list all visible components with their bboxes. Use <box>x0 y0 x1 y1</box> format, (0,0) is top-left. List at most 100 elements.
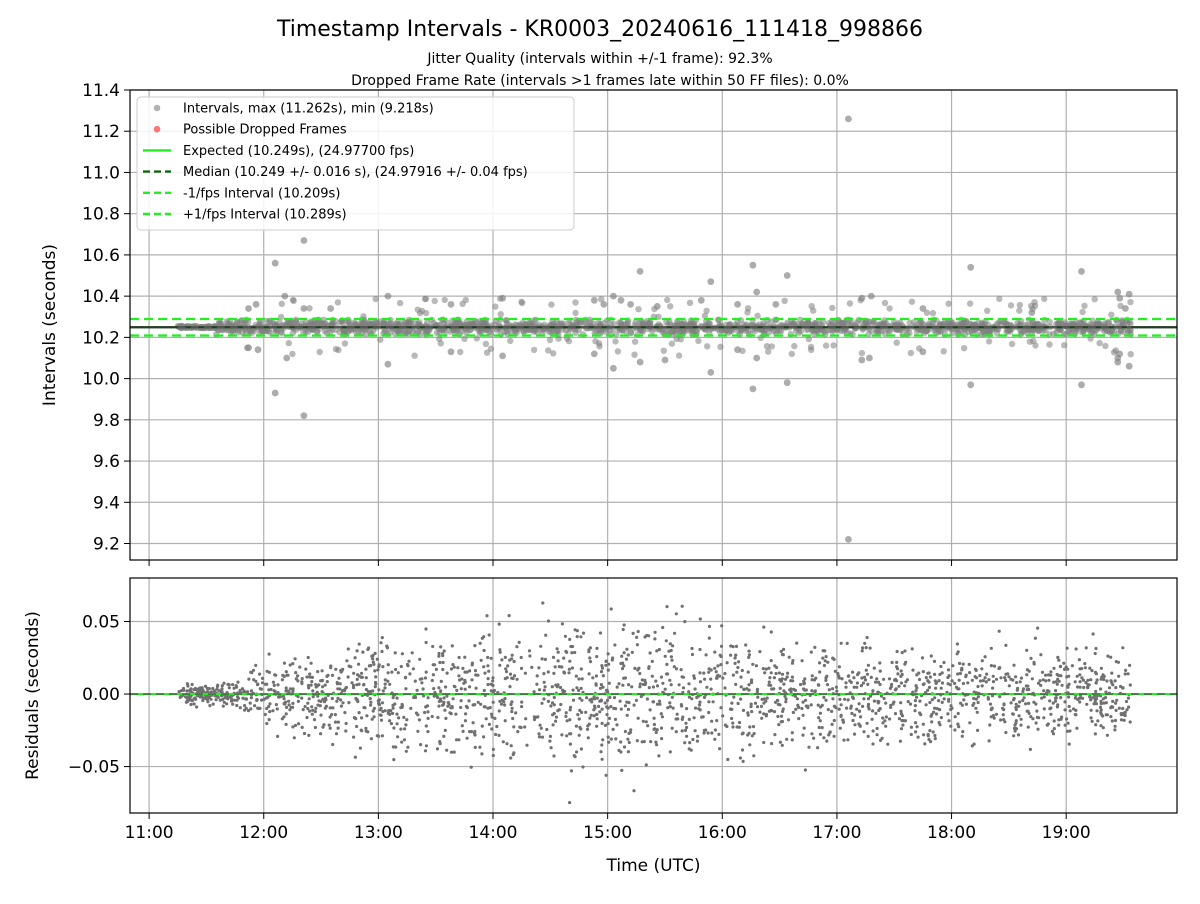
residual-point <box>914 689 918 693</box>
residual-point <box>600 743 604 747</box>
residual-point <box>922 733 926 737</box>
residual-point <box>312 718 317 722</box>
residual-point <box>933 733 937 738</box>
residual-point <box>373 651 377 656</box>
residual-point <box>371 657 375 661</box>
residual-point <box>864 646 868 650</box>
residual-point <box>707 636 711 640</box>
residual-point <box>774 671 778 676</box>
interval-point <box>985 338 993 345</box>
residual-point <box>606 735 610 739</box>
residual-point <box>543 657 548 662</box>
residual-point <box>361 650 365 654</box>
residual-point <box>439 679 443 684</box>
residual-point <box>601 674 605 678</box>
residual-point <box>189 702 193 707</box>
residual-point <box>897 717 902 721</box>
interval-outlier-point <box>967 381 975 389</box>
residual-point <box>839 713 843 717</box>
residual-point <box>752 732 756 736</box>
interval-point <box>440 320 448 327</box>
residual-point <box>888 717 892 721</box>
residual-point <box>731 721 735 725</box>
residual-point <box>604 663 608 667</box>
residual-point <box>364 687 368 692</box>
residual-point <box>357 642 361 646</box>
residual-point <box>307 697 311 701</box>
residual-point <box>783 694 787 699</box>
residual-point <box>530 665 534 670</box>
residual-point <box>472 731 477 735</box>
residual-point <box>691 737 695 742</box>
interval-point <box>473 335 480 342</box>
residual-point <box>866 734 870 739</box>
residual-point <box>858 724 862 728</box>
residual-point <box>932 710 936 714</box>
residual-point <box>899 669 903 673</box>
residual-point <box>801 700 805 704</box>
residual-point <box>862 730 866 734</box>
residual-point <box>974 706 978 710</box>
residual-point <box>1075 674 1079 678</box>
residual-point <box>1063 723 1067 727</box>
residual-point <box>273 689 277 693</box>
residual-point <box>769 659 773 663</box>
residual-point <box>760 697 764 702</box>
chart-subtitle-dropped: Dropped Frame Rate (intervals >1 frames … <box>351 73 849 89</box>
residual-point <box>784 700 788 704</box>
residual-point <box>762 712 766 716</box>
residual-point <box>895 667 900 671</box>
residual-point <box>717 732 721 737</box>
residual-point <box>1035 709 1039 713</box>
residual-point <box>498 648 502 652</box>
residual-point <box>581 765 585 769</box>
residual-point <box>353 755 357 759</box>
residual-point <box>937 720 941 725</box>
residual-point <box>1109 715 1113 719</box>
residual-point <box>914 721 918 725</box>
residual-point <box>953 728 957 732</box>
residual-point <box>654 679 658 683</box>
residual-point <box>910 647 914 651</box>
residual-point <box>748 725 752 729</box>
interval-point <box>290 297 297 304</box>
residual-point <box>635 643 640 647</box>
residual-point <box>1128 720 1132 724</box>
residual-point <box>578 725 582 730</box>
residual-point <box>346 647 350 651</box>
residual-point <box>746 670 750 674</box>
residual-point <box>469 765 473 769</box>
residual-point <box>537 688 542 692</box>
residual-point <box>438 697 443 701</box>
residual-point <box>463 655 467 659</box>
residual-point <box>897 684 901 688</box>
residual-point <box>503 697 507 701</box>
residual-point <box>786 718 791 722</box>
residual-point <box>565 719 569 723</box>
residual-point <box>557 665 562 669</box>
interval-point <box>639 328 647 335</box>
residual-point <box>600 664 604 668</box>
residual-point <box>1047 678 1051 682</box>
legend-marker <box>153 104 161 112</box>
residual-point <box>442 649 446 653</box>
residual-point <box>362 683 366 687</box>
residual-point <box>339 704 343 708</box>
residual-point <box>1053 696 1058 700</box>
residual-point <box>579 686 583 691</box>
residual-point <box>440 703 445 707</box>
residual-point <box>507 614 511 618</box>
residual-point <box>572 754 576 758</box>
intervals-y-ticks: 9.29.49.69.810.010.210.410.610.811.011.2… <box>82 81 130 555</box>
residual-point <box>1077 658 1081 662</box>
residual-point <box>285 673 289 677</box>
residual-point <box>255 698 259 703</box>
residual-point <box>1012 734 1016 738</box>
residual-point <box>404 687 408 691</box>
interval-point <box>597 320 604 328</box>
residual-point <box>293 723 298 728</box>
residual-point <box>369 737 373 741</box>
interval-point <box>572 316 580 323</box>
residual-point <box>483 705 487 709</box>
residual-point <box>347 701 351 705</box>
